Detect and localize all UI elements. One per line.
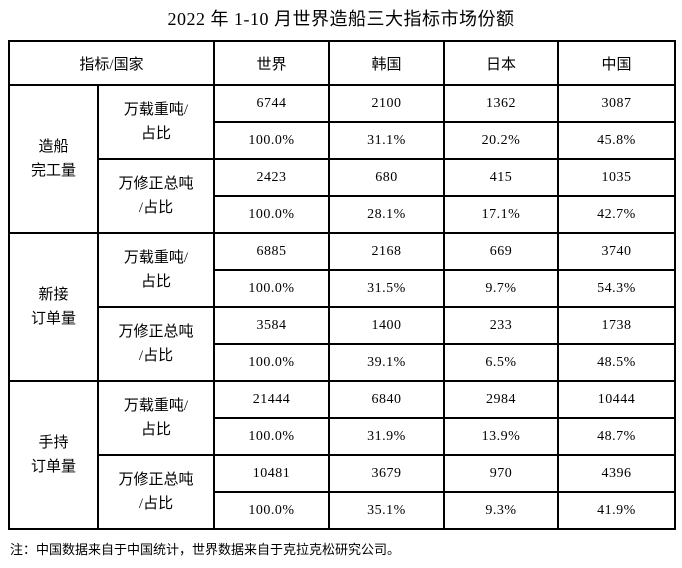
header-japan: 日本 <box>443 40 560 86</box>
share-cell: 6.5% <box>443 343 560 382</box>
metric-label-line: /占比 <box>138 348 174 364</box>
group-label-new-orders: 新接 订单量 <box>8 232 99 382</box>
metric-label-cgt: 万修正总吨 /占比 <box>96 306 216 382</box>
metric-label-line: 占比 <box>141 126 172 142</box>
share-cell: 31.5% <box>328 269 446 308</box>
share-cell: 54.3% <box>557 269 677 308</box>
value-cell: 3679 <box>328 454 446 493</box>
group-label-line: 订单量 <box>30 459 76 475</box>
value-cell: 10481 <box>213 454 331 493</box>
table-row: 万修正总吨 /占比 10481 3679 970 4396 <box>9 454 677 530</box>
table-row: 手持 订单量 万载重吨/ 占比 21444 6840 2984 10444 <box>8 380 677 530</box>
page-title: 2022 年 1-10 月世界造船三大指标市场份额 <box>167 9 515 29</box>
share-cell: 42.7% <box>557 195 677 234</box>
value-cell: 669 <box>443 232 560 271</box>
value-cell: 10444 <box>557 380 677 419</box>
value-cell: 1400 <box>328 306 446 345</box>
header-china: 中国 <box>557 40 677 86</box>
share-cell: 31.1% <box>328 121 446 160</box>
value-cell: 1738 <box>557 306 677 345</box>
group-label-line: 手持 <box>38 435 69 451</box>
metric-label-line: 万载重吨/ <box>123 398 189 414</box>
value-cell: 3740 <box>557 232 677 271</box>
value-cell: 1035 <box>557 158 677 197</box>
share-cell: 41.9% <box>557 491 677 530</box>
value-cell: 2423 <box>213 158 331 197</box>
metric-label-dwt: 万载重吨/ 占比 <box>96 380 216 456</box>
table-row: 100.0% 35.1% 9.3% 41.9% <box>9 491 677 530</box>
value-cell: 415 <box>443 158 560 197</box>
header-indicator-country: 指标/国家 <box>7 40 216 86</box>
metric-label-line: /占比 <box>138 496 174 512</box>
share-cell: 100.0% <box>213 343 331 382</box>
group-label-line: 订单量 <box>30 311 76 327</box>
value-cell: 2984 <box>443 380 560 419</box>
group-label-line: 造船 <box>38 139 69 155</box>
metric-label-dwt: 万载重吨/ 占比 <box>96 84 216 160</box>
table-row: 万修正总吨 /占比 3584 1400 233 1738 <box>9 306 677 382</box>
share-cell: 20.2% <box>443 121 560 160</box>
header-world: 世界 <box>213 40 331 86</box>
value-cell: 6885 <box>213 232 331 271</box>
metric-label-line: 万修正总吨 <box>118 176 194 192</box>
share-cell: 100.0% <box>213 269 331 308</box>
table-row: 100.0% 39.1% 6.5% 48.5% <box>9 343 677 382</box>
share-cell: 39.1% <box>328 343 446 382</box>
share-cell: 100.0% <box>213 195 331 234</box>
group-label-line: 新接 <box>38 287 69 303</box>
share-cell: 17.1% <box>443 195 560 234</box>
value-cell: 3584 <box>213 306 331 345</box>
value-cell: 233 <box>443 306 560 345</box>
footnote: 注：中国数据来自于中国统计，世界数据来自于克拉克松研究公司。 <box>10 542 401 557</box>
share-cell: 28.1% <box>328 195 446 234</box>
value-cell: 6840 <box>328 380 446 419</box>
metric-label-line: /占比 <box>138 200 174 216</box>
table-row: 新接 订单量 万载重吨/ 占比 6885 2168 669 3740 <box>8 232 677 382</box>
value-cell: 1362 <box>443 84 560 123</box>
value-cell: 970 <box>443 454 560 493</box>
share-cell: 35.1% <box>328 491 446 530</box>
market-share-table: 指标/国家 世界 韩国 日本 中国 造船 完工量 万载重吨/ 占比 6744 2… <box>7 40 677 530</box>
metric-label-line: 万修正总吨 <box>118 324 194 340</box>
share-cell: 100.0% <box>213 121 331 160</box>
share-cell: 31.9% <box>328 417 446 456</box>
metric-label-cgt: 万修正总吨 /占比 <box>96 158 216 234</box>
group-label-line: 完工量 <box>30 163 76 179</box>
group-label-backlog: 手持 订单量 <box>8 380 99 530</box>
metric-label-cgt: 万修正总吨 /占比 <box>96 454 216 530</box>
share-cell: 100.0% <box>213 491 331 530</box>
value-cell: 21444 <box>213 380 331 419</box>
share-cell: 45.8% <box>557 121 677 160</box>
header-korea: 韩国 <box>328 40 446 86</box>
metric-label-dwt: 万载重吨/ 占比 <box>96 232 216 308</box>
table-row: 100.0% 31.9% 13.9% 48.7% <box>9 417 677 456</box>
value-cell: 2100 <box>328 84 446 123</box>
table-row: 100.0% 31.1% 20.2% 45.8% <box>9 121 677 160</box>
metric-label-line: 占比 <box>141 274 172 290</box>
share-cell: 9.7% <box>443 269 560 308</box>
table-row: 万修正总吨 /占比 2423 680 415 1035 <box>9 158 677 234</box>
value-cell: 3087 <box>557 84 677 123</box>
value-cell: 4396 <box>557 454 677 493</box>
value-cell: 6744 <box>213 84 331 123</box>
group-label-completions: 造船 完工量 <box>8 84 99 234</box>
table-row: 100.0% 28.1% 17.1% 42.7% <box>9 195 677 234</box>
share-cell: 48.7% <box>557 417 677 456</box>
value-cell: 2168 <box>328 232 446 271</box>
metric-label-line: 万载重吨/ <box>123 102 189 118</box>
table-row: 100.0% 31.5% 9.7% 54.3% <box>9 269 677 308</box>
header-row: 指标/国家 世界 韩国 日本 中国 <box>7 40 677 86</box>
metric-label-line: 占比 <box>141 422 172 438</box>
metric-label-line: 万载重吨/ <box>123 250 189 266</box>
share-cell: 100.0% <box>213 417 331 456</box>
table-row: 造船 完工量 万载重吨/ 占比 6744 2100 1362 3087 <box>8 84 677 234</box>
metric-label-line: 万修正总吨 <box>118 472 194 488</box>
share-cell: 48.5% <box>557 343 677 382</box>
share-cell: 9.3% <box>443 491 560 530</box>
value-cell: 680 <box>328 158 446 197</box>
share-cell: 13.9% <box>443 417 560 456</box>
